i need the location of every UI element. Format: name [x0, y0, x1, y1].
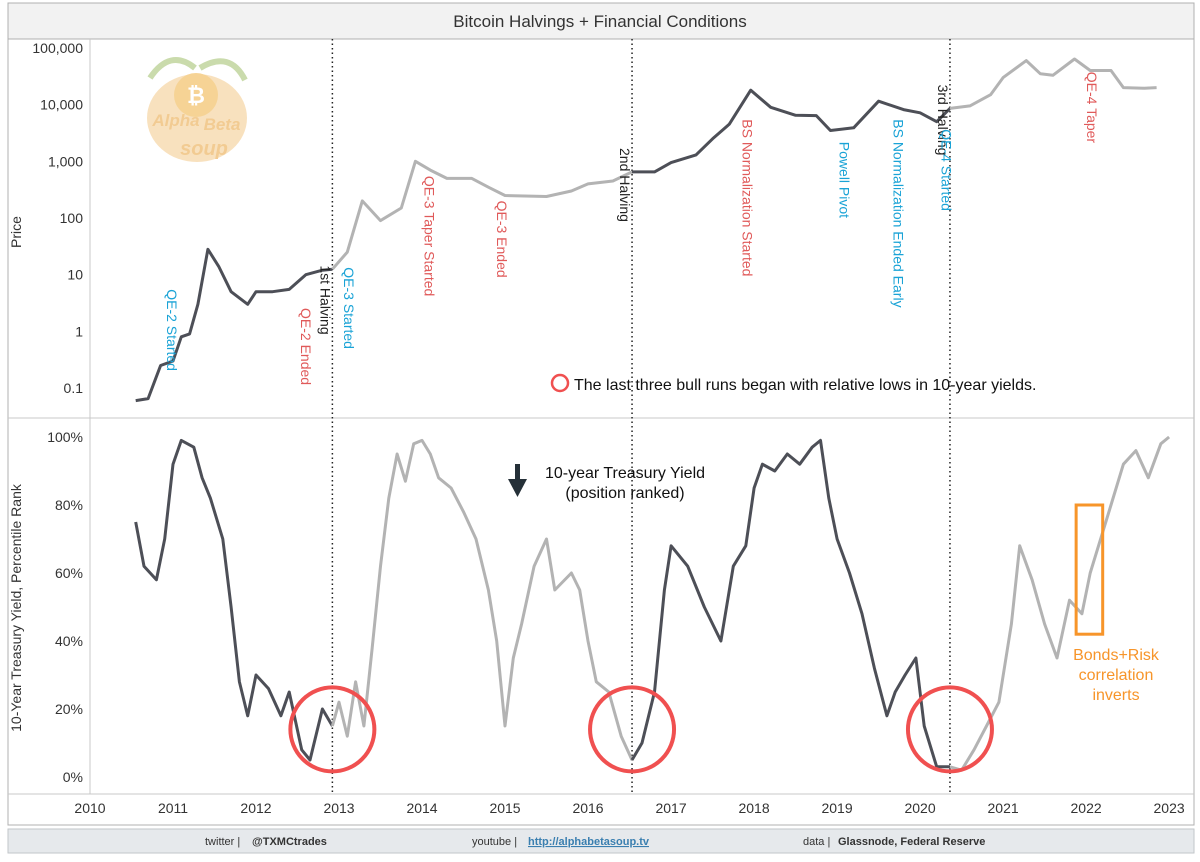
yield-tick-label: 40%	[55, 633, 83, 649]
price-line-segment	[632, 88, 952, 174]
footer-twitter-label: twitter |	[205, 836, 240, 848]
footer-data-source: Glassnode, Federal Reserve	[838, 836, 985, 848]
policy-annotation: QE-4 Taper	[1084, 72, 1100, 144]
correlation-box	[1074, 503, 1105, 636]
logo-text-beta: Beta	[204, 115, 241, 134]
price-axis-label: Price	[8, 216, 24, 248]
yield-line-segment	[134, 438, 334, 762]
yield-tick-label: 0%	[63, 769, 83, 785]
yield-axis-label: 10-Year Treasury Yield, Percentile Rank	[8, 483, 24, 732]
policy-annotation: QE-3 Started	[341, 267, 357, 349]
x-tick-label: 2016	[572, 800, 603, 816]
x-axis-ticks: 2010 2011 2012 2013 2014 2015 2016 2017 2018 2019…	[74, 800, 1184, 816]
yield-line-segment	[949, 435, 1171, 772]
price-line-segment	[949, 57, 1157, 110]
price-tick-label: 1,000	[48, 153, 83, 169]
x-tick-label: 2012	[240, 800, 271, 816]
price-tick-label: 1	[75, 323, 83, 339]
price-tick-label: 10	[67, 267, 83, 283]
bitcoin-logo-icon: ₿	[187, 83, 205, 108]
policy-annotation: QE-2 Ended	[298, 308, 314, 385]
yield-series-label-line1: 10-year Treasury Yield	[545, 465, 705, 482]
down-arrow-icon	[508, 464, 527, 497]
policy-annotations: QE-2 Started QE-2 Ended QE-3 Started QE-3 T…	[164, 72, 1100, 385]
price-tick-label: 100	[60, 210, 84, 226]
yield-line-segment	[630, 438, 950, 769]
yield-line-segment	[330, 438, 634, 761]
x-tick-label: 2010	[74, 800, 105, 816]
x-tick-label: 2014	[406, 800, 437, 816]
x-tick-label: 2022	[1071, 800, 1102, 816]
policy-annotation: BS Normalization Started	[739, 119, 755, 276]
policy-annotation: QE-4 Started	[939, 129, 955, 211]
low-yield-circle	[588, 685, 677, 774]
circle-marker-icon	[550, 373, 570, 393]
bull-run-note: The last three bull runs began with rela…	[574, 377, 1036, 394]
policy-annotation: QE-3 Ended	[494, 201, 510, 278]
footer-twitter-handle[interactable]: @TXMCtrades	[252, 836, 327, 848]
low-yield-circle	[288, 685, 377, 774]
halving-label: 3rd Halving	[935, 85, 951, 156]
alphabetasoup-logo: ₿ Alpha Beta soup	[147, 57, 248, 162]
price-line-segment	[331, 159, 633, 271]
halving-labels: 1st Halving 2nd Halving 3rd Halving	[317, 85, 951, 335]
yield-series-label-line2: (position ranked)	[565, 485, 684, 502]
x-tick-label: 2018	[738, 800, 769, 816]
highlight-text-line3: inverts	[1092, 687, 1139, 704]
logo-text-soup: soup	[180, 138, 228, 160]
policy-annotation: BS Normalization Ended Early	[891, 119, 907, 307]
yield-tick-label: 20%	[55, 701, 83, 717]
yield-y-ticks: 0% 20% 40% 60% 80% 100%	[47, 429, 83, 785]
low-yield-circles	[288, 685, 994, 774]
price-tick-label: 100,000	[32, 40, 83, 56]
policy-annotation: QE-2 Started	[164, 289, 180, 371]
price-tick-label: 10,000	[40, 97, 83, 113]
halving-label: 2nd Halving	[617, 148, 633, 222]
policy-annotation: Powell Pivot	[837, 142, 853, 218]
footer-data-label: data |	[803, 836, 830, 848]
title-bar	[7, 2, 1195, 40]
x-tick-label: 2020	[904, 800, 935, 816]
yield-series	[134, 435, 1171, 772]
highlight-text-line2: correlation	[1079, 667, 1154, 684]
policy-annotation: QE-3 Taper Started	[422, 176, 438, 296]
price-line-segment	[135, 247, 333, 403]
x-tick-label: 2015	[489, 800, 520, 816]
x-tick-label: 2021	[988, 800, 1019, 816]
price-series	[135, 57, 1157, 403]
yield-tick-label: 60%	[55, 565, 83, 581]
x-tick-label: 2011	[158, 800, 188, 816]
chart-title: Bitcoin Halvings + Financial Conditions	[453, 12, 746, 31]
highlight-text-line1: Bonds+Risk	[1073, 647, 1160, 664]
footer-bar	[7, 828, 1195, 854]
yield-tick-label: 100%	[47, 429, 83, 445]
low-yield-circle	[905, 685, 994, 774]
x-tick-label: 2023	[1154, 800, 1185, 816]
halving-label: 1st Halving	[317, 265, 333, 334]
x-tick-label: 2017	[655, 800, 686, 816]
logo-text-alpha: Alpha	[151, 111, 199, 130]
footer-youtube-label: youtube |	[472, 836, 517, 848]
x-tick-label: 2019	[821, 800, 852, 816]
yield-tick-label: 80%	[55, 497, 83, 513]
chart-border	[7, 38, 1195, 826]
price-tick-label: 0.1	[64, 380, 84, 396]
x-tick-label: 2013	[323, 800, 354, 816]
highlight-box	[1074, 503, 1105, 636]
price-y-ticks: 0.1 1 10 100 1,000 10,000 100,000	[32, 40, 83, 396]
footer-youtube-link[interactable]: http://alphabetasoup.tv	[528, 836, 650, 848]
